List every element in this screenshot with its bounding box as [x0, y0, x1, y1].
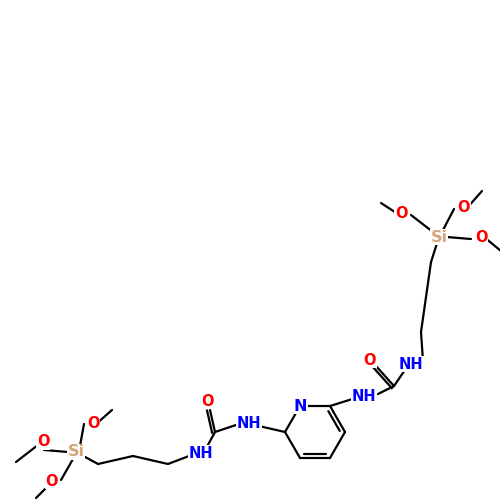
Text: O: O [395, 206, 407, 220]
Text: O: O [37, 434, 49, 450]
Text: NH: NH [236, 416, 262, 432]
Text: N: N [293, 398, 307, 413]
Text: O: O [364, 352, 376, 368]
Text: O: O [458, 200, 470, 214]
Text: Si: Si [430, 230, 448, 244]
Text: NH: NH [398, 356, 423, 372]
Text: NH: NH [352, 388, 376, 404]
Text: NH: NH [188, 446, 214, 460]
Text: O: O [475, 230, 487, 244]
Text: O: O [202, 394, 214, 408]
Text: Si: Si [68, 444, 84, 460]
Text: O: O [87, 416, 99, 430]
Text: O: O [46, 474, 58, 488]
